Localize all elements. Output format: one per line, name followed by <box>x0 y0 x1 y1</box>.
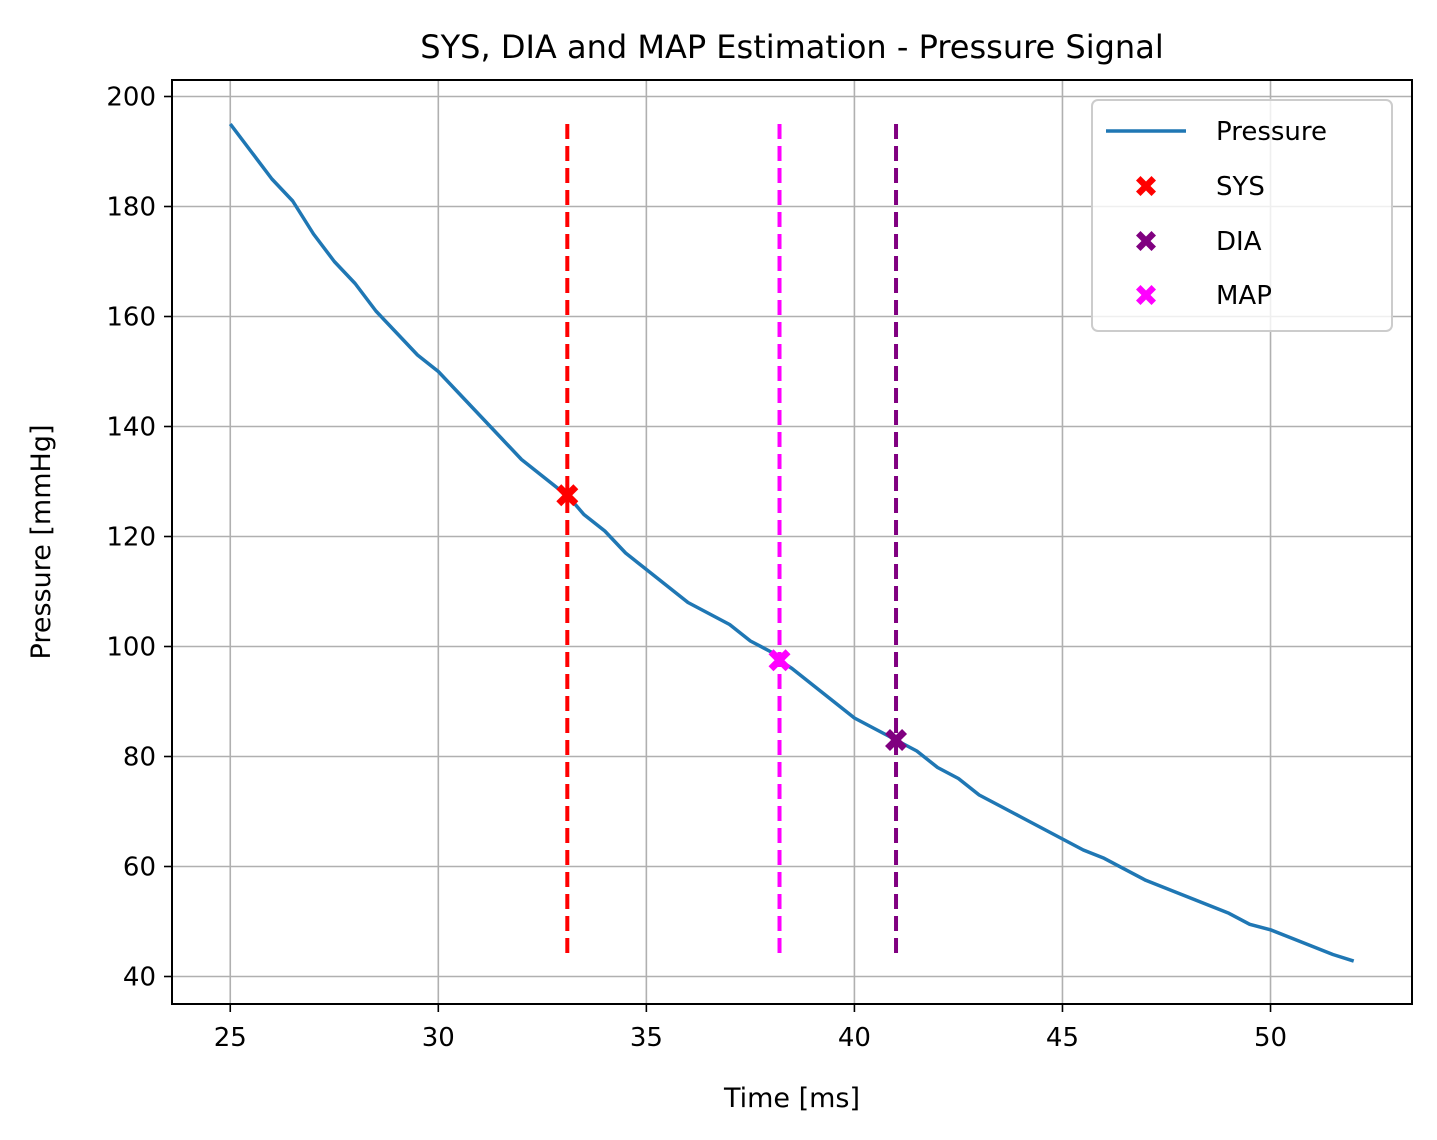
y-axis-label: Pressure [mmHg] <box>26 425 57 660</box>
legend-label-0: Pressure <box>1216 117 1327 147</box>
x-axis-ticks: 25 30 35 40 45 50 <box>214 1004 1287 1053</box>
marker-0 <box>556 484 579 507</box>
chart-title: SYS, DIA and MAP Estimation - Pressure S… <box>420 28 1163 66</box>
legend-label-3: MAP <box>1216 281 1272 311</box>
legend-swatch-2 <box>1136 231 1156 251</box>
y-axis-ticks: 40 60 80 100 120 140 160 180 200 <box>106 83 172 993</box>
x-tick-label-0: 25 <box>214 1023 247 1053</box>
y-tick-label-1: 60 <box>123 853 156 883</box>
y-tick-label-8: 200 <box>106 83 156 113</box>
legend: Pressure SYS DIA MAP <box>1091 99 1393 332</box>
marker-group <box>556 484 908 751</box>
y-tick-label-6: 160 <box>106 303 156 333</box>
x-tick-label-2: 35 <box>630 1023 663 1053</box>
legend-swatch-1 <box>1136 176 1156 196</box>
legend-label-1: SYS <box>1216 172 1265 202</box>
marker-2 <box>768 649 791 672</box>
grid-lines <box>172 80 1412 1004</box>
legend-box <box>1091 99 1393 332</box>
x-axis-label: Time [ms] <box>723 1083 860 1114</box>
y-tick-label-2: 80 <box>123 743 156 773</box>
y-tick-label-0: 40 <box>123 963 156 993</box>
x-tick-label-1: 30 <box>422 1023 455 1053</box>
reference-lines <box>565 124 899 960</box>
legend-swatch-3 <box>1136 285 1156 305</box>
x-tick-label-5: 50 <box>1254 1023 1287 1053</box>
x-tick-label-4: 45 <box>1046 1023 1079 1053</box>
x-tick-label-3: 40 <box>838 1023 871 1053</box>
y-tick-label-3: 100 <box>106 633 156 663</box>
y-tick-label-5: 140 <box>106 413 156 443</box>
marker-1 <box>885 729 908 751</box>
legend-label-2: DIA <box>1216 227 1262 257</box>
plot-frame <box>171 79 1413 1005</box>
y-tick-label-7: 180 <box>106 193 156 223</box>
y-tick-label-4: 120 <box>106 523 156 553</box>
